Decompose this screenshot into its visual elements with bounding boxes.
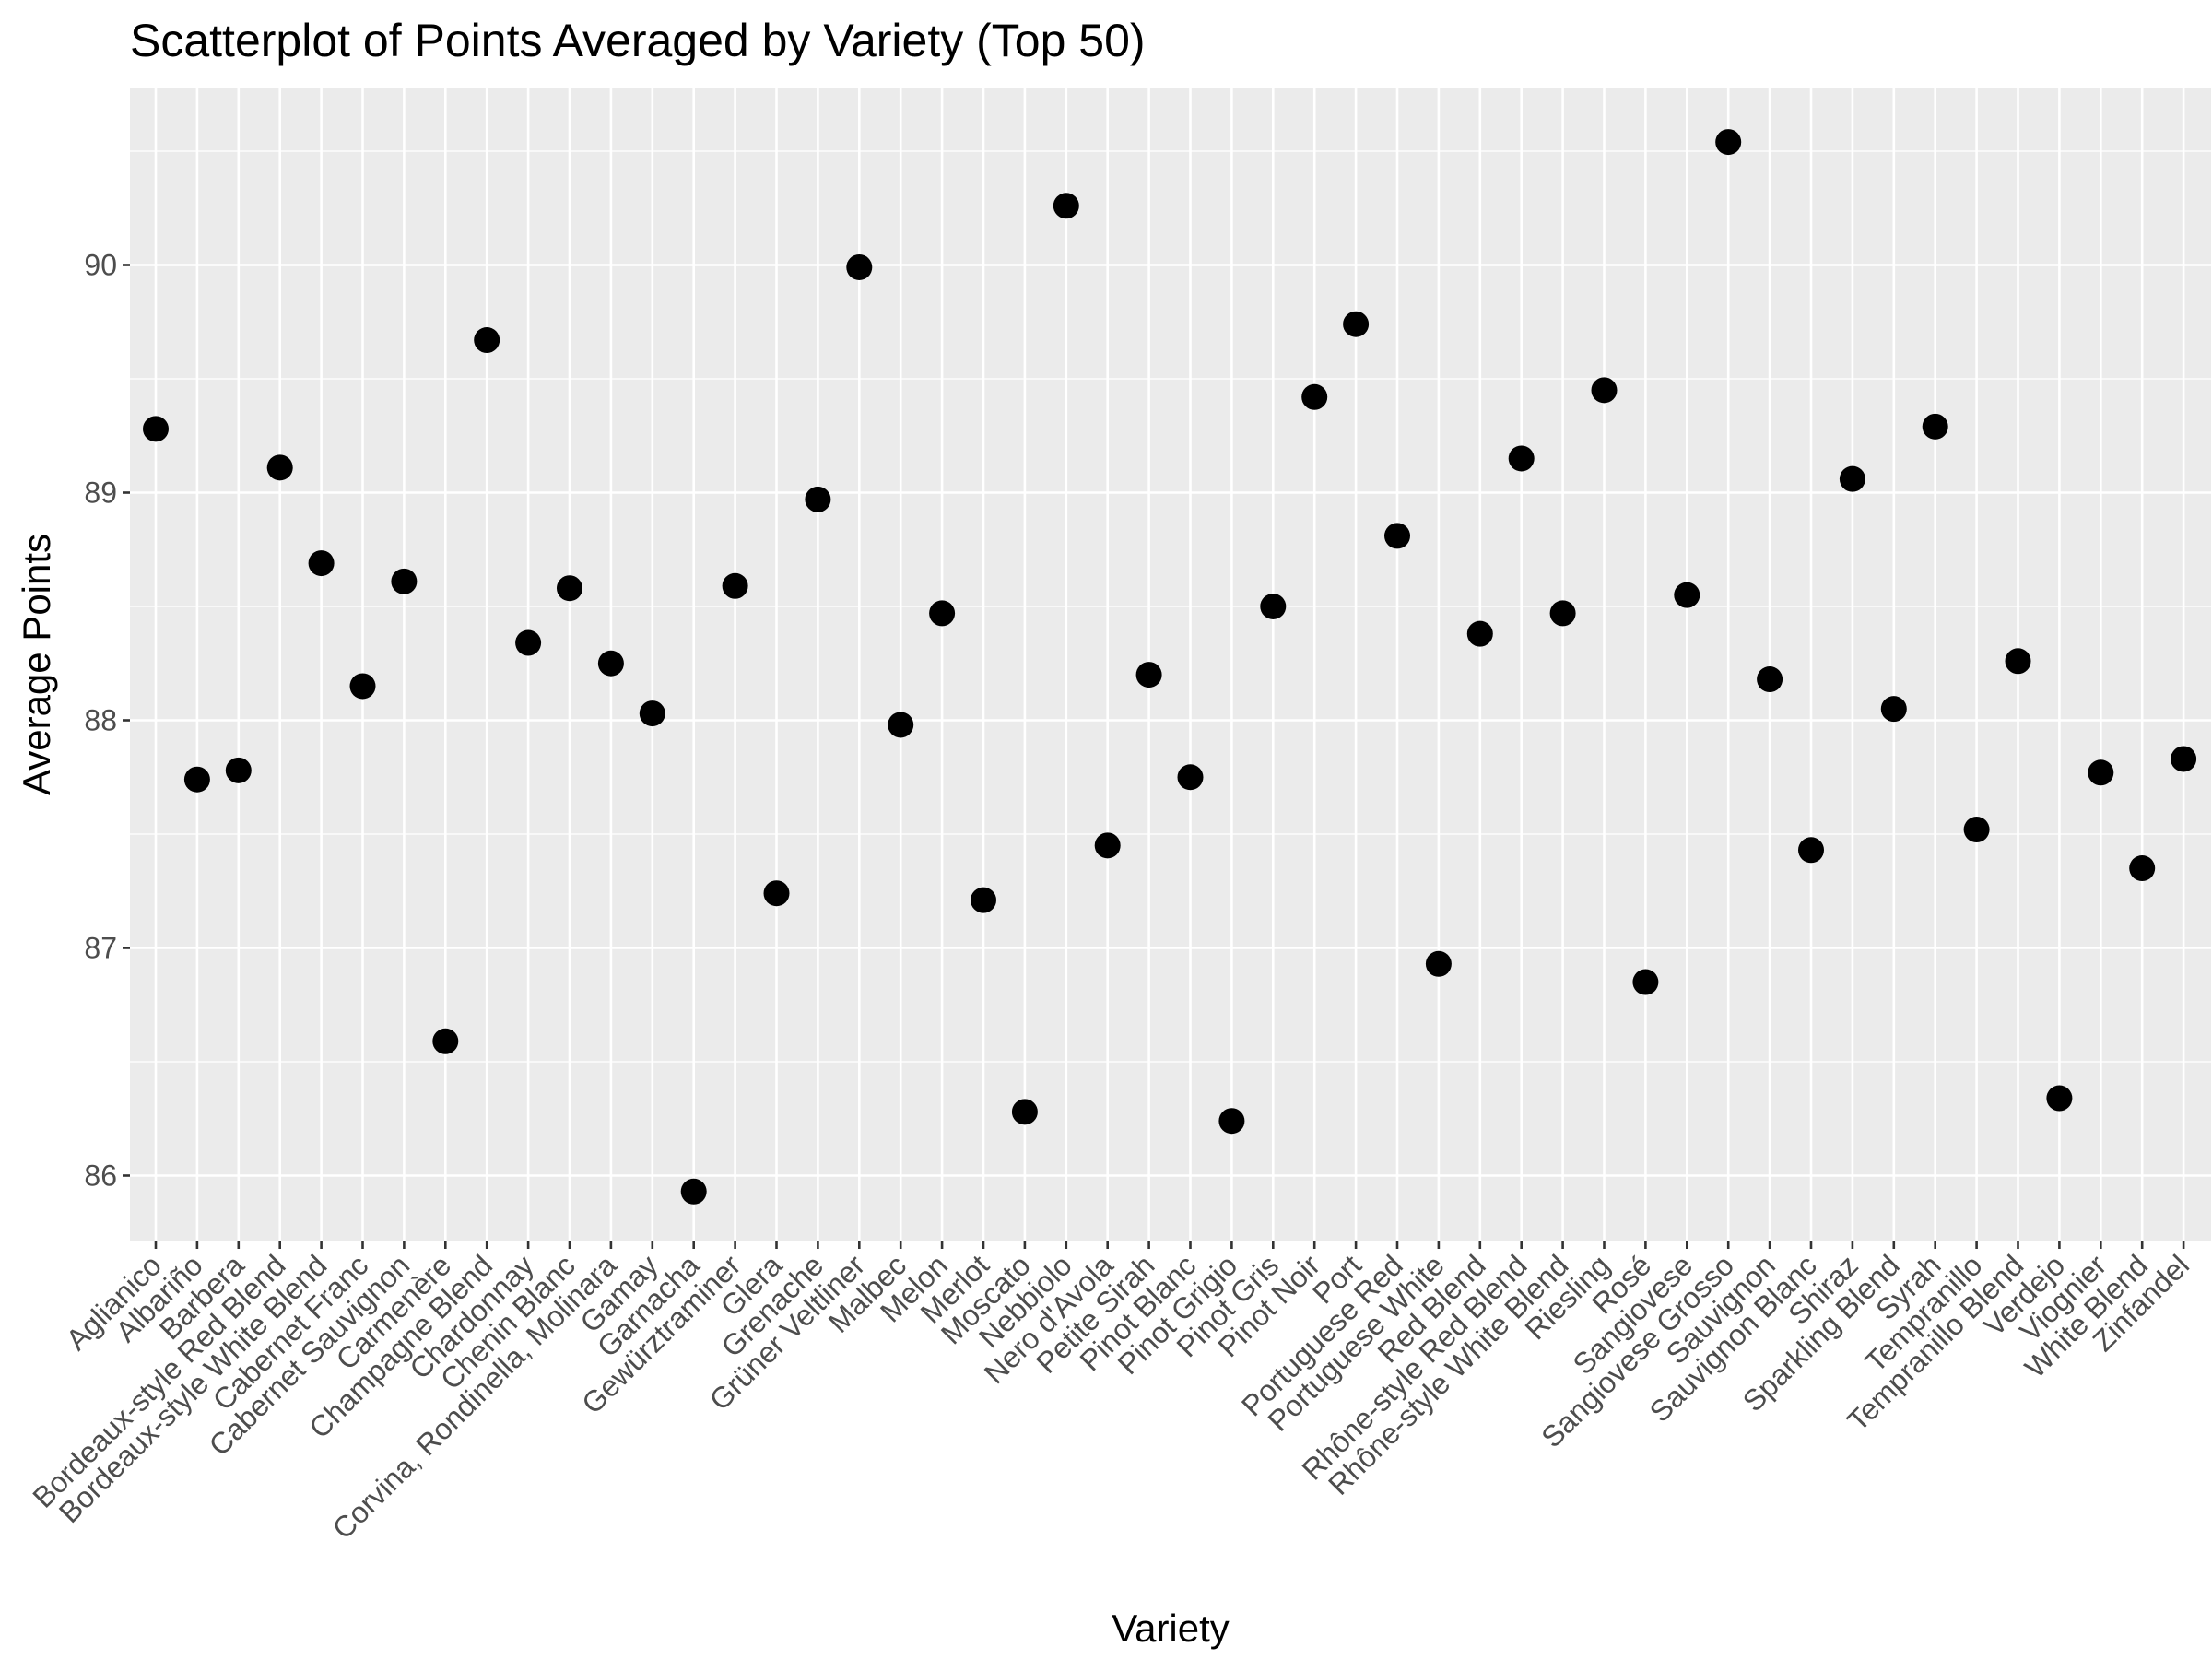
data-point [474, 327, 500, 354]
data-point [763, 880, 790, 907]
x-axis-title: Variety [1112, 1606, 1230, 1650]
data-point [2088, 759, 2114, 786]
data-point [349, 673, 376, 700]
data-point [846, 253, 873, 280]
data-point [639, 700, 665, 727]
data-point [225, 757, 252, 783]
data-point [1922, 413, 1948, 440]
data-point [1135, 662, 1162, 688]
plot-panel [130, 88, 2211, 1241]
data-point [2005, 648, 2031, 675]
data-point [1425, 950, 1452, 977]
data-point [1177, 764, 1204, 791]
data-point [143, 416, 169, 442]
y-tick-label: 88 [84, 704, 117, 737]
data-point [1757, 666, 1783, 693]
data-point [971, 887, 996, 913]
data-point [2129, 855, 2156, 882]
data-point [1260, 594, 1287, 619]
y-tick-label: 87 [84, 932, 117, 965]
data-point [680, 1178, 707, 1205]
data-point [1632, 969, 1659, 995]
data-points [143, 129, 2197, 1205]
data-point [2046, 1085, 2073, 1112]
data-point [1011, 1099, 1038, 1125]
data-point [1343, 311, 1370, 337]
data-point [515, 629, 542, 656]
y-axis: 86 87 88 89 90 [84, 249, 130, 1193]
data-point [888, 712, 914, 738]
data-point [391, 568, 418, 594]
data-point [432, 1028, 459, 1054]
data-point [1384, 523, 1410, 549]
data-point [597, 650, 624, 677]
data-point [1591, 377, 1618, 404]
major-gridlines [130, 88, 2211, 1241]
chart-title: Scatterplot of Points Averaged by Variet… [130, 15, 1146, 66]
data-point [929, 600, 956, 627]
data-point [2171, 746, 2197, 772]
data-point [1798, 837, 1824, 864]
data-point [1715, 129, 1742, 156]
data-point [722, 572, 748, 599]
data-point [1880, 696, 1907, 723]
data-point [266, 454, 293, 481]
data-point [183, 766, 210, 793]
data-point [1508, 445, 1535, 472]
y-tick-label: 86 [84, 1159, 117, 1193]
data-point [1466, 620, 1493, 647]
y-tick-label: 89 [84, 477, 117, 510]
data-point [1963, 817, 1990, 843]
y-tick-label: 90 [84, 249, 117, 282]
data-point [308, 550, 335, 577]
data-point [1549, 600, 1576, 627]
data-point [1301, 383, 1328, 410]
data-point [557, 575, 582, 602]
data-point [805, 486, 831, 512]
data-point [1218, 1108, 1245, 1135]
data-point [1094, 832, 1121, 859]
minor-gridlines [130, 150, 2211, 1063]
data-point [1053, 193, 1079, 219]
data-point [1839, 465, 1865, 492]
data-point [1674, 582, 1700, 608]
y-axis-title: Average Points [15, 534, 58, 795]
